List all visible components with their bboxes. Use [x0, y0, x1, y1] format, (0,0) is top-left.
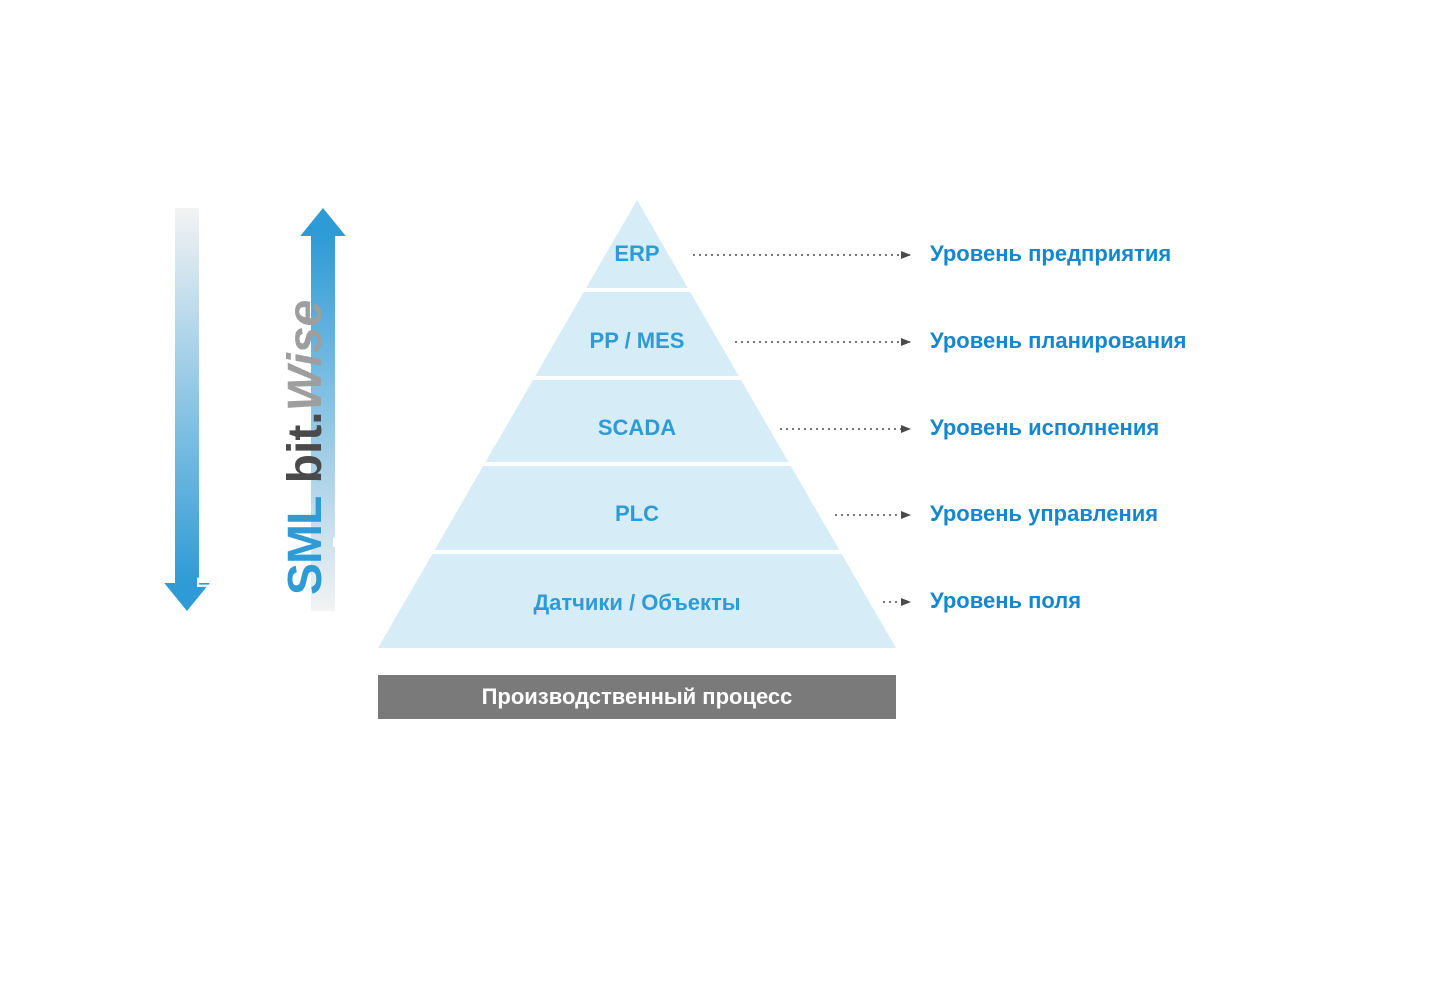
description-label: Уровень управления [930, 501, 1158, 527]
planning-arrow-label: Планирование и импорт данных [195, 329, 213, 588]
diagram-svg: ERP PP / MES SCADA PLC Датчики / Объекты [0, 0, 1440, 1000]
pyramid-tier-label: PP / MES [590, 328, 685, 353]
pyramid-tier-label: ERP [614, 241, 659, 266]
pyramid-tier-label: Датчики / Объекты [533, 590, 740, 615]
base-bar-label: Производственный процесс [482, 684, 793, 710]
logo-part-wise: Wise [279, 300, 332, 412]
base-bar: Производственный процесс [378, 675, 896, 719]
diagram-stage: ERP PP / MES SCADA PLC Датчики / Объекты Уро… [0, 0, 1440, 1000]
logo-part-bit: bit. [279, 411, 332, 496]
description-label: Уровень поля [930, 588, 1081, 614]
pyramid-tier-label: PLC [615, 501, 659, 526]
description-label: Уровень исполнения [930, 415, 1159, 441]
sml-bitwise-logo: SML bit.Wise [278, 300, 333, 595]
logo-part-sml: SML [279, 497, 332, 595]
export-arrow-label: Получение данных и экспорт [331, 315, 349, 548]
pyramid-tier-label: SCADA [598, 415, 676, 440]
description-label: Уровень планирования [930, 328, 1186, 354]
description-label: Уровень предприятия [930, 241, 1171, 267]
